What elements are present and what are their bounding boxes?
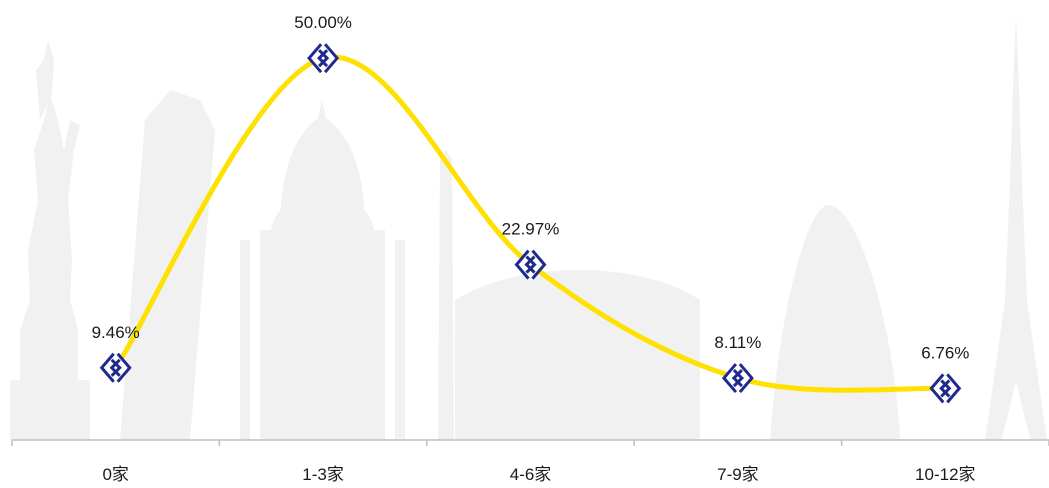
data-label: 8.11%: [714, 333, 761, 352]
x-axis: 0家 1-3家 4-6家 7-9家 10-12家: [11, 439, 1049, 484]
x-tick-label: 10-12家: [915, 465, 975, 484]
x-tick-label: 0家: [102, 465, 128, 484]
data-label: 22.97%: [502, 220, 560, 239]
data-label: 6.76%: [921, 343, 969, 362]
data-label: 9.46%: [92, 323, 140, 342]
x-tick-label: 7-9家: [717, 465, 759, 484]
minaret-silhouette: [438, 150, 454, 440]
taj-mahal-silhouette: [240, 100, 405, 440]
data-point-marker: [929, 372, 962, 405]
x-tick-label: 1-3家: [302, 465, 344, 484]
data-point-marker: [307, 42, 340, 75]
x-tick-label: 4-6家: [510, 465, 552, 484]
landmarks-silhouette-background: [10, 15, 1047, 440]
data-point-marker: [99, 351, 132, 384]
series-line: [113, 54, 948, 393]
eiffel-tower-silhouette: [985, 15, 1047, 440]
data-label: 50.00%: [294, 13, 352, 32]
data-point-marker: [514, 248, 547, 281]
data-point-marker: [721, 362, 754, 395]
colosseum-silhouette: [455, 270, 700, 440]
leaning-tower-silhouette: [120, 90, 215, 440]
arch-silhouette: [770, 204, 900, 440]
statue-of-liberty-silhouette: [10, 40, 90, 440]
